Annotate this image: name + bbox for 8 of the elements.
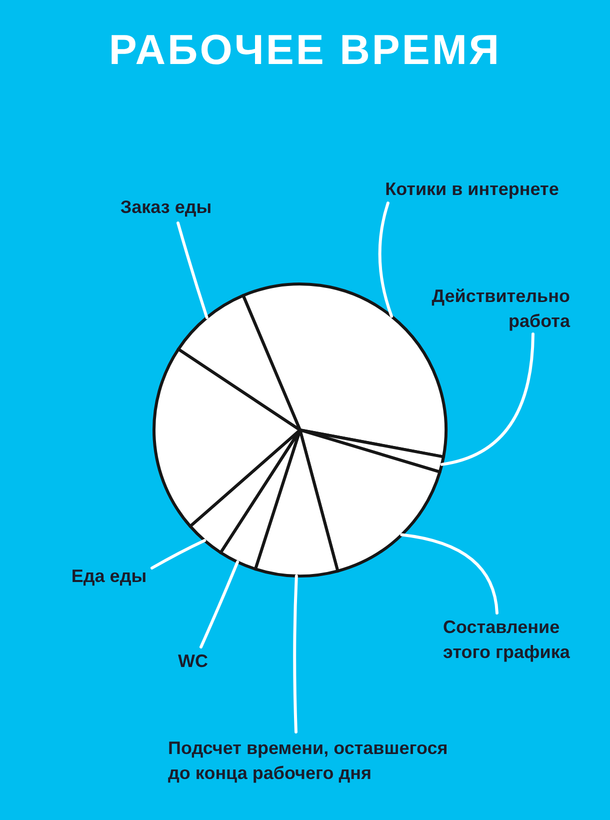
slice-label: Подсчет времени, оставшегося до конца рабочего дня bbox=[168, 738, 448, 783]
slice-label: Еда еды bbox=[71, 566, 147, 586]
slice-label: Составление этого графика bbox=[443, 617, 571, 662]
slice-label: Котики в интернете bbox=[385, 179, 559, 199]
slice-label: Заказ еды bbox=[120, 197, 212, 217]
slice-label: WC bbox=[178, 651, 208, 671]
slice-label: Действительно работа bbox=[432, 286, 571, 331]
chart-title: РАБОЧЕЕ ВРЕМЯ bbox=[108, 25, 502, 75]
